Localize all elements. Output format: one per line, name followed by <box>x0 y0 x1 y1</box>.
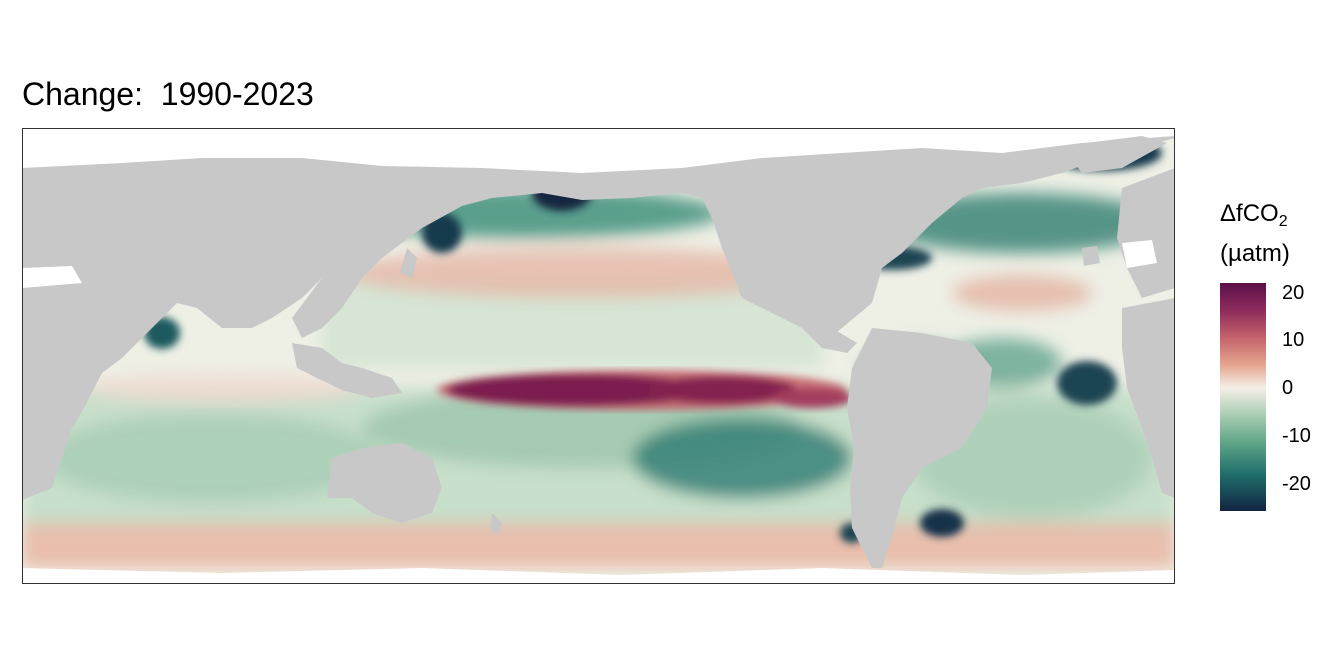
central-america <box>802 313 857 353</box>
new-zealand <box>490 513 502 536</box>
legend-tick-minus-10: -10 <box>1282 425 1311 447</box>
australia <box>327 443 442 523</box>
no-data-areas <box>22 128 1175 584</box>
map-title: Change: 1990-2023 <box>22 76 314 112</box>
asia <box>292 128 682 338</box>
legend-colorbar <box>1220 283 1266 511</box>
equatorial-pacific-anomaly <box>437 370 852 410</box>
fco2-change-map <box>22 128 1175 584</box>
africa-right <box>1122 298 1175 498</box>
british-isles <box>1082 246 1100 266</box>
legend-unit: (µatm) <box>1220 240 1290 267</box>
eurasia-africa-west <box>22 128 352 500</box>
legend-variable-subscript: 2 <box>1278 213 1288 230</box>
land-masses <box>22 128 1175 568</box>
maritime-continent <box>292 343 402 398</box>
south-america <box>847 328 992 568</box>
north-america <box>682 128 1175 343</box>
legend-tick-0: 0 <box>1282 377 1294 399</box>
legend-title: ΔfCO2 (µatm) <box>1220 198 1290 270</box>
legend-tick-minus-20: -20 <box>1282 473 1311 495</box>
legend-tick-10: 10 <box>1282 329 1305 351</box>
legend-variable: ΔfCO <box>1220 200 1279 227</box>
japan <box>400 248 417 278</box>
legend-tick-20: 20 <box>1282 282 1305 304</box>
